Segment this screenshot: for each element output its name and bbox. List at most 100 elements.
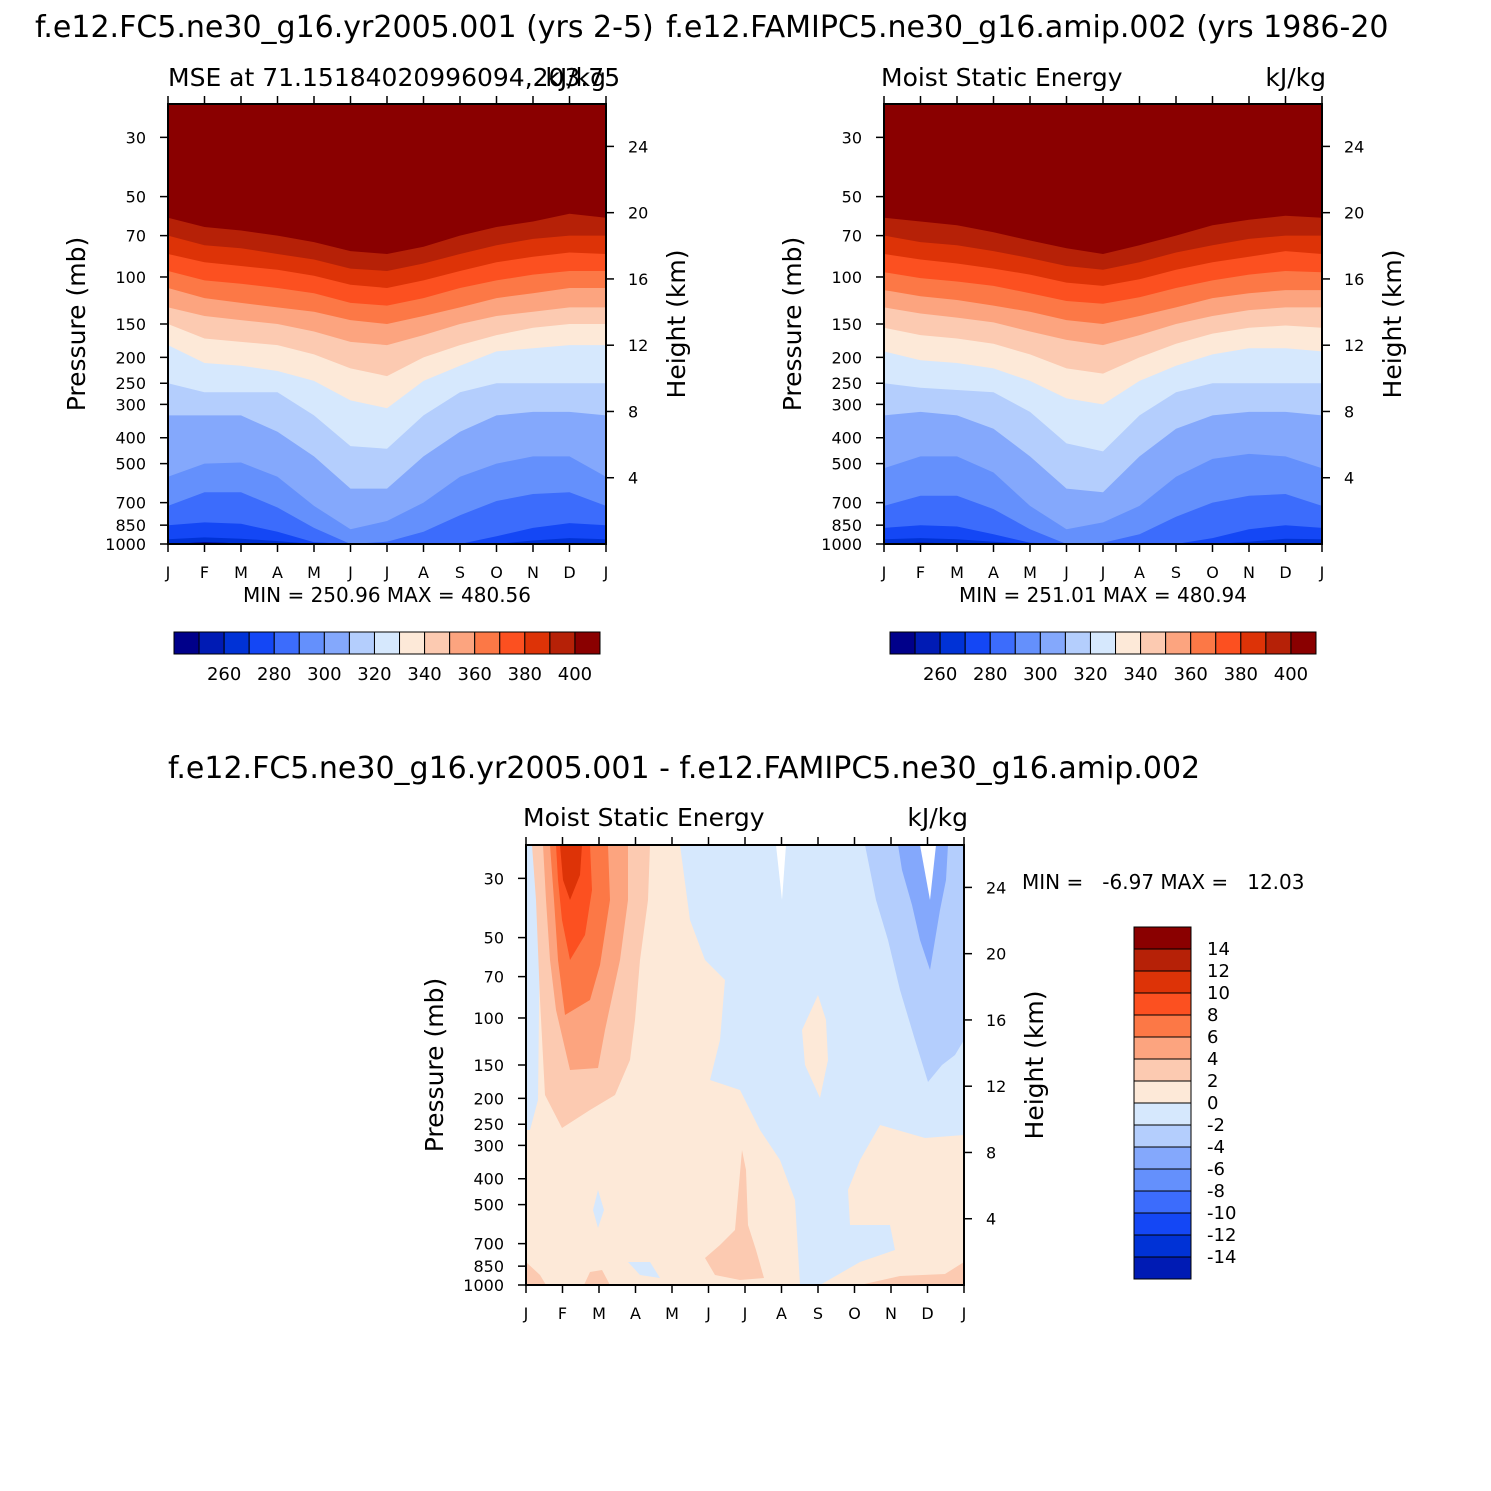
panel-b-band-2 — [884, 525, 1322, 544]
panel-b-xtick-label: S — [1171, 563, 1181, 582]
panel-a-colorbar-box — [474, 631, 501, 655]
panel-c-xtick-label: F — [558, 1304, 567, 1323]
panel-a-colorbar-box — [524, 631, 551, 655]
panel-a-height-tick-label: 24 — [628, 137, 648, 156]
panel-b-height-tick-label: 8 — [1344, 402, 1354, 421]
panel-a-ylabel: Pressure (mb) — [62, 237, 91, 411]
panel-a-xtick-label: A — [272, 563, 283, 582]
panel-b-colorbar-box — [1014, 631, 1041, 655]
panel-b-xtick-label: A — [988, 563, 999, 582]
panel-c-ytick-label: 150 — [473, 1056, 504, 1075]
panel-b-ylabel-right: Height (km) — [1378, 250, 1407, 399]
panel-c-height-tick-label: 20 — [986, 945, 1006, 964]
panel-c-colorbar-label: 4 — [1207, 1049, 1218, 1070]
panel-c-colorbar-label: -10 — [1207, 1203, 1236, 1224]
panel-a-band-1 — [168, 537, 606, 544]
panel-b-height-tick-label: 16 — [1344, 270, 1364, 289]
panel-c-colorbar-box — [1133, 1036, 1192, 1060]
panel-a-ytick-label: 1000 — [105, 535, 146, 554]
diff-region-2-4-sfc-west — [526, 1262, 546, 1285]
diff-region-neg2-0-b — [628, 1262, 660, 1278]
panel-c-ytick-label: 100 — [473, 1009, 504, 1028]
panel-a-colorbar-box — [323, 631, 350, 655]
panel-b-ytick-label: 700 — [831, 494, 862, 513]
panel-b-colorbar-box — [1265, 631, 1292, 655]
panel-c-colorbar-label: 6 — [1207, 1027, 1218, 1048]
panel-b-ytick-label: 850 — [831, 516, 862, 535]
panel-b-colorbar-box — [889, 631, 916, 655]
panel-a-xtick-label: J — [347, 563, 353, 582]
panel-a-left-label: MSE at 71.15184020996094,203.75 — [168, 63, 620, 92]
panel-c-xtick-label: O — [848, 1304, 861, 1323]
panel-c-colorbar-label: -8 — [1207, 1181, 1225, 1202]
panel-c-colorbar-label: -2 — [1207, 1115, 1225, 1136]
panel-b-ytick-label: 250 — [831, 374, 862, 393]
panel-a-ytick-label: 300 — [115, 395, 146, 414]
panel-c-colorbar-label: 14 — [1207, 939, 1230, 960]
panel-b-ytick-label: 1000 — [821, 535, 862, 554]
panel-c-xtick-label: J — [523, 1304, 529, 1323]
panel-c-colorbar-box — [1133, 1256, 1192, 1280]
panel-c-colorbar-box — [1133, 1146, 1192, 1170]
panel-c-stats: MIN = -6.97 MAX = 12.03 — [1022, 870, 1305, 894]
panel-c-xtick-label: J — [961, 1304, 967, 1323]
panel-b-ytick-label: 150 — [831, 315, 862, 334]
panel-a-height-tick-label: 20 — [628, 204, 648, 223]
panel-c-xtick-label: A — [630, 1304, 641, 1323]
panel-a-colorbar-box — [173, 631, 200, 655]
panel-a-ytick-label: 500 — [115, 455, 146, 474]
panel-c-colorbar-label: 10 — [1207, 983, 1230, 1004]
panel-c-colorbar-label: -4 — [1207, 1137, 1225, 1158]
panel-a-height-tick-label: 16 — [628, 270, 648, 289]
panel-b-xtick-label: J — [1063, 563, 1069, 582]
panel-a-ytick-label: 30 — [126, 128, 146, 147]
panel-b-units-label: kJ/kg — [1265, 63, 1326, 92]
panel-c-xtick-label: S — [813, 1304, 823, 1323]
panel-b-colorbar-label: 380 — [1224, 664, 1258, 685]
panel-b-xtick-label: D — [1279, 563, 1291, 582]
panel-b-band-3 — [884, 494, 1322, 544]
panel-c-ylabel-right: Height (km) — [1020, 991, 1049, 1140]
panel-c-colorbar-box — [1133, 1102, 1192, 1126]
panel-a-colorbar-label: 360 — [458, 664, 492, 685]
panel-c-ytick-label: 70 — [484, 968, 504, 987]
panel-c-ytick-label: 850 — [473, 1257, 504, 1276]
panel-a-height-tick-label: 4 — [628, 469, 638, 488]
panel-b-colorbar-box — [1140, 631, 1167, 655]
diff-region-2-4-sfc-mid — [584, 1270, 610, 1285]
panel-c-ytick-label: 200 — [473, 1089, 504, 1108]
panel-a-ytick-label: 400 — [115, 429, 146, 448]
panel-b-ytick-label: 30 — [842, 128, 862, 147]
panel-c-height-tick-label: 24 — [986, 878, 1006, 897]
panel-b-xtick-label: A — [1134, 563, 1145, 582]
panel-b-colorbar: 260 280 300 320 340 360 380 400 — [889, 631, 1317, 685]
panel-a-colorbar-box — [373, 631, 401, 655]
diff-region-white-b — [776, 845, 786, 900]
panel-a-stats: MIN = 250.96 MAX = 480.56 — [243, 583, 531, 607]
panel-b-height-tick-label: 20 — [1344, 204, 1364, 223]
panel-c-xtick-label: D — [921, 1304, 933, 1323]
panel-a-xtick-label: J — [603, 563, 609, 582]
panel-c-colorbar-box — [1133, 1234, 1192, 1258]
panel-b-xtick-label: O — [1206, 563, 1219, 582]
panel-c-colorbar-label: 0 — [1207, 1093, 1218, 1114]
panel-b-colorbar-box — [1115, 631, 1142, 655]
panel-a-colorbar-box — [449, 631, 476, 655]
panel-b-colorbar-box — [1089, 631, 1117, 655]
panel-c-ytick-label: 400 — [473, 1170, 504, 1189]
panel-c-left-label: Moist Static Energy — [523, 803, 765, 832]
panel-a-xtick-label: F — [200, 563, 209, 582]
panel-a-colorbar: 260 280 300 320 340 360 380 400 — [173, 631, 601, 685]
panel-b-ytick-label: 100 — [831, 268, 862, 287]
panel-c-ytick-label: 1000 — [463, 1276, 504, 1295]
panel-b-left-label: Moist Static Energy — [881, 63, 1123, 92]
panel-c-ytick-label: 700 — [473, 1235, 504, 1254]
panel-b-ytick-label: 500 — [831, 455, 862, 474]
panel-a-colorbar-label: 340 — [407, 664, 441, 685]
panel-c-xtick-label: A — [776, 1304, 787, 1323]
panel-a-colorbar-box — [223, 631, 250, 655]
panel-c: Moist Static Energy kJ/kg Pressure (mb) … — [420, 803, 1305, 1323]
panel-c-colorbar-box — [1133, 1124, 1192, 1148]
panel-a-colorbar-label: 280 — [257, 664, 291, 685]
